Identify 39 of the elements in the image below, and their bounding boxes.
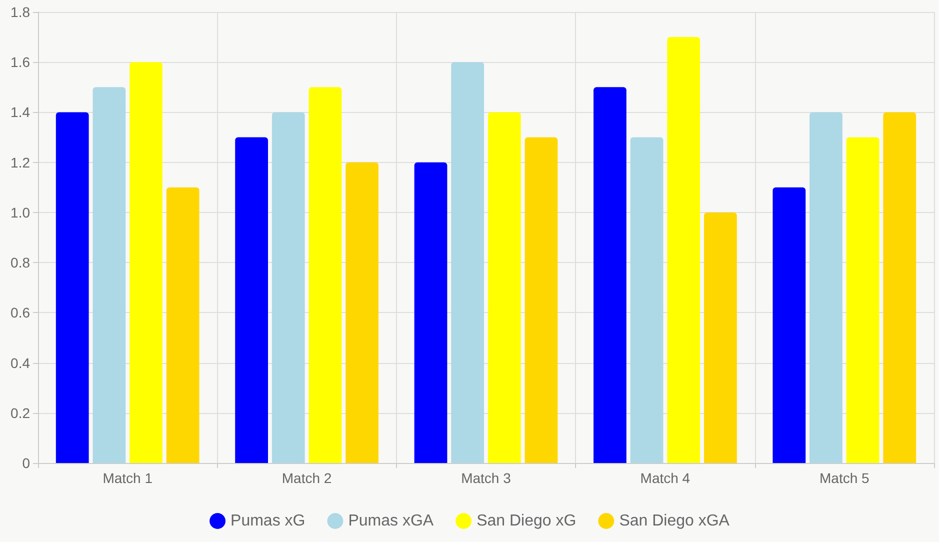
bar — [308, 87, 342, 463]
bar — [56, 112, 89, 463]
bar — [92, 87, 126, 463]
bar — [772, 187, 806, 463]
bar — [524, 137, 558, 463]
y-tick-label: 1.0 — [10, 204, 30, 220]
x-tick-label: Match 2 — [282, 470, 332, 486]
y-tick-label: 1.8 — [10, 4, 30, 20]
y-tick-label: 1.4 — [10, 104, 30, 120]
bar — [272, 112, 305, 463]
y-tick-label: 0.6 — [10, 304, 30, 321]
x-tick-label: Match 3 — [461, 470, 512, 486]
bar — [235, 137, 268, 463]
y-tick-label: 1.6 — [10, 54, 30, 70]
bar — [667, 37, 700, 463]
legend-label: Pumas xG — [230, 512, 306, 530]
legend-label: San Diego xGA — [619, 512, 730, 530]
bar — [594, 87, 626, 463]
y-tick-label: 0.2 — [10, 404, 30, 421]
bar — [451, 62, 484, 463]
x-tick-label: Match 5 — [819, 470, 870, 486]
bar — [488, 112, 521, 463]
bar — [630, 137, 664, 463]
y-tick-label: 0.4 — [10, 354, 30, 371]
y-tick-label: 0 — [22, 455, 30, 471]
x-tick-label: Match 4 — [640, 470, 690, 486]
bar — [130, 62, 162, 463]
legend-label: Pumas xGA — [348, 512, 434, 530]
bar — [883, 112, 916, 463]
bar — [704, 212, 737, 463]
x-tick-label: Match 1 — [102, 470, 153, 486]
y-tick-label: 1.2 — [10, 154, 30, 170]
bar — [810, 112, 842, 463]
bar — [414, 162, 448, 463]
legend-label: San Diego xG — [476, 512, 576, 530]
bar — [346, 162, 378, 463]
y-tick-label: 0.8 — [10, 254, 30, 271]
bar — [846, 137, 880, 463]
bar — [166, 187, 200, 463]
